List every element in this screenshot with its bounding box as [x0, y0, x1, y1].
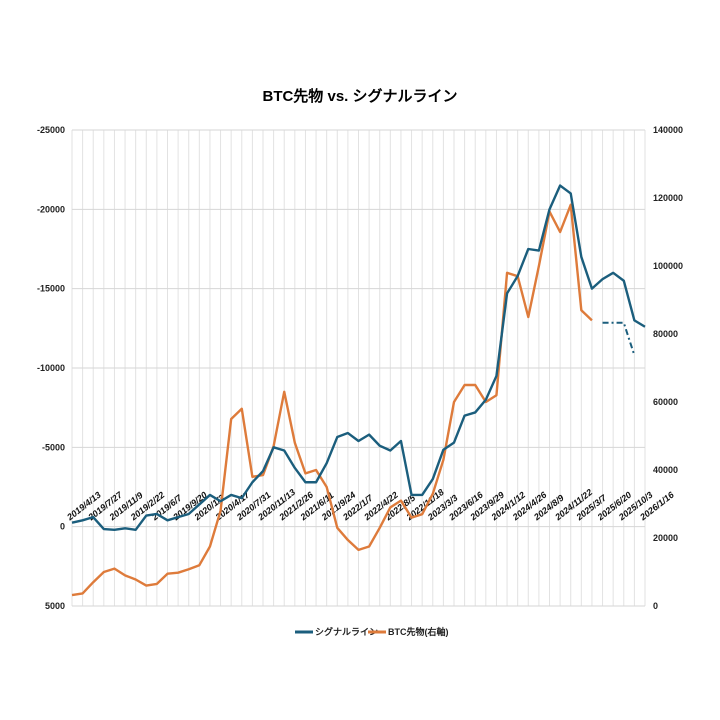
left-tick-label: -25000	[37, 125, 65, 135]
left-tick-label: -10000	[37, 363, 65, 373]
right-tick-label: 80000	[653, 329, 678, 339]
series-group	[71, 184, 646, 597]
signal-trend-dashdot	[602, 321, 636, 356]
right-tick-label: 140000	[653, 125, 683, 135]
left-tick-label: -5000	[42, 442, 65, 452]
grid	[71, 129, 646, 607]
btc-line	[71, 203, 593, 597]
legend-item-btc[interactable]: BTC先物(右軸)	[368, 626, 449, 637]
left-tick-label: -15000	[37, 284, 65, 294]
right-tick-label: 40000	[653, 465, 678, 475]
legend: シグナルライン BTC先物(右軸)	[295, 626, 449, 637]
right-tick-label: 20000	[653, 533, 678, 543]
left-tick-label: 0	[60, 522, 65, 532]
legend-item-signal[interactable]: シグナルライン	[295, 626, 378, 637]
right-axis: 140000 120000 100000 80000 60000 40000 20000 0	[653, 125, 683, 611]
chart-title: BTC先物 vs. シグナルライン	[262, 87, 457, 105]
left-tick-label: -20000	[37, 204, 65, 214]
right-tick-label: 0	[653, 601, 658, 611]
right-tick-label: 100000	[653, 261, 683, 271]
left-axis: -25000 -20000 -15000 -10000 -5000 0 5000	[37, 125, 65, 611]
right-tick-label: 120000	[653, 193, 683, 203]
x-axis: 2019/4/132019/7/272019/11/92019/2/222019…	[64, 487, 676, 523]
legend-label-btc: BTC先物(右軸)	[388, 626, 449, 637]
left-tick-label: 5000	[45, 601, 65, 611]
legend-label-signal: シグナルライン	[315, 626, 378, 637]
right-tick-label: 60000	[653, 397, 678, 407]
